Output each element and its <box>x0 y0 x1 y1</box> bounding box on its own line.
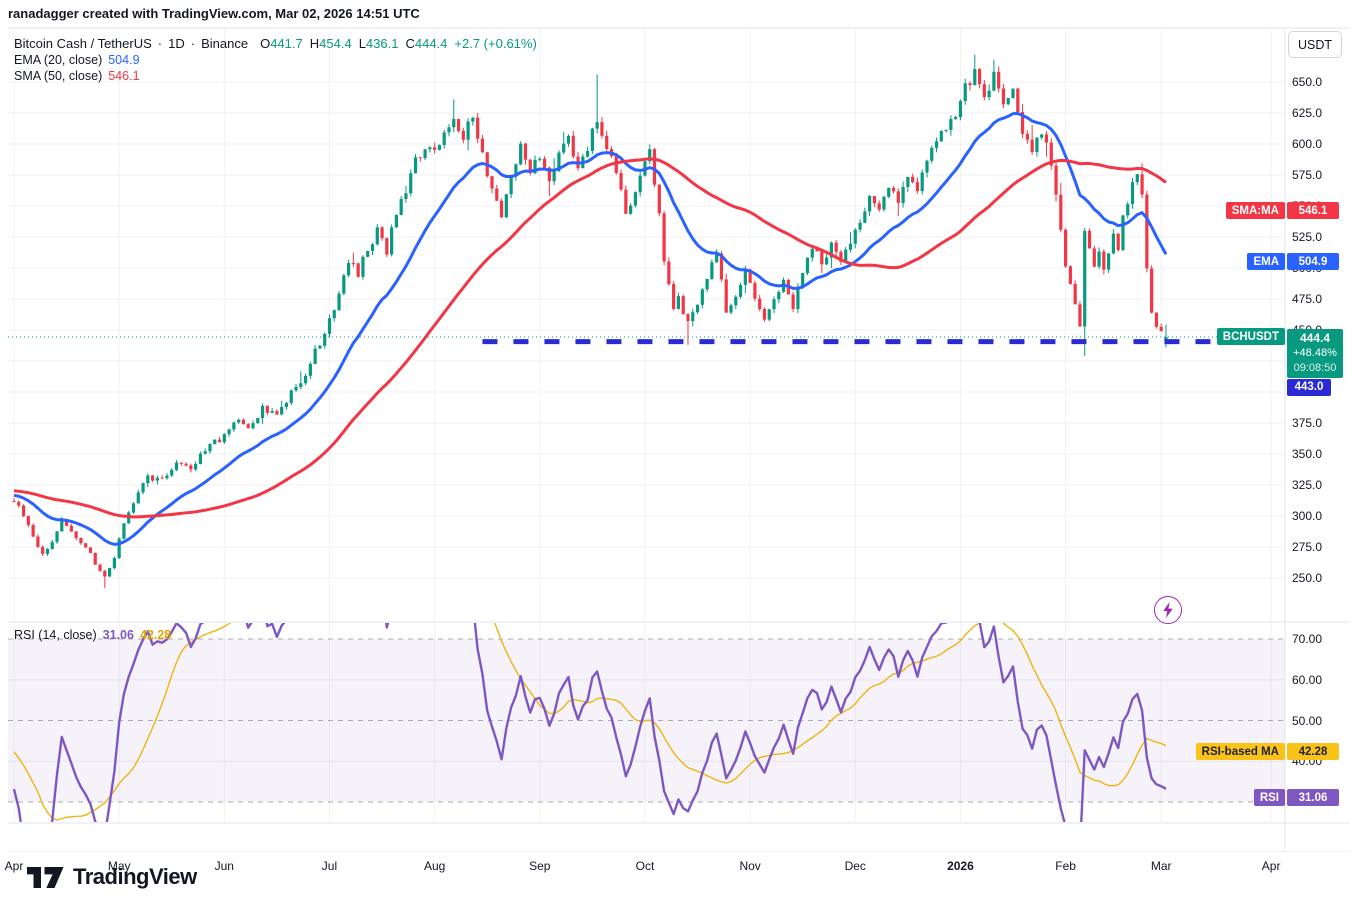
price-axis-tick: 575.0 <box>1292 168 1323 182</box>
sma-label: SMA (50, close) <box>14 69 103 83</box>
time-axis-label: May <box>107 859 131 873</box>
time-axis-label: 2026 <box>947 859 974 873</box>
price-axis-tick: 250.0 <box>1292 571 1323 585</box>
sma-axis-value-label: 546.1 <box>1287 202 1339 220</box>
price-axis-tick: 475.0 <box>1292 292 1323 306</box>
symbol-title: Bitcoin Cash / TetherUS <box>14 36 152 51</box>
currency-unit-button[interactable]: USDT <box>1288 31 1342 58</box>
time-axis-label: Dec <box>844 859 866 873</box>
ema-label: EMA (20, close) <box>14 53 103 67</box>
ema-legend: EMA (20, close) 504.9 <box>14 53 140 67</box>
ema-axis-name-label: EMA <box>1247 253 1285 271</box>
time-axis-label: Aug <box>423 859 446 873</box>
time-axis-label: Mar <box>1150 859 1172 873</box>
rsi-axis-value-label: 31.06 <box>1287 789 1339 807</box>
price-axis-tick: 625.0 <box>1292 106 1323 120</box>
interval-label: 1D <box>168 36 185 51</box>
rsi-ma-value: 42.28 <box>139 628 172 642</box>
time-axis-label: Jun <box>214 859 234 873</box>
price-axis-tick: 275.0 <box>1292 540 1323 554</box>
price-axis-tick: 350.0 <box>1292 447 1323 461</box>
price-rsi-canvas[interactable] <box>0 0 1358 852</box>
logo-text: TradingView <box>73 864 197 889</box>
ema-axis-value-label: 504.9 <box>1287 253 1339 271</box>
change-value: +2.7 (+0.61%) <box>454 36 537 51</box>
ema-value: 504.9 <box>108 53 140 67</box>
time-axis-label: Apr <box>1261 859 1281 873</box>
ohlc-values: O441.7 H454.4 L436.1 C444.4 +2.7 (+0.61%… <box>260 36 537 51</box>
watermark-text: ranadagger created with TradingView.com,… <box>8 6 420 21</box>
rsi-legend: RSI (14, close) 31.06 42.28 <box>14 628 171 642</box>
rsi-axis-tick: 60.00 <box>1292 672 1323 687</box>
rsi-value: 31.06 <box>102 628 134 642</box>
time-axis-label: Feb <box>1055 859 1076 873</box>
lightning-bolt-icon <box>1163 602 1173 618</box>
sma-legend: SMA (50, close) 546.1 <box>14 69 140 83</box>
sma-axis-name-label: SMA:MA <box>1225 202 1285 220</box>
exchange-label: Binance <box>201 36 249 51</box>
low-value: 436.1 <box>365 36 399 51</box>
time-axis-label: Sep <box>529 859 551 873</box>
time-axis-label: Nov <box>739 859 761 873</box>
time-axis-label: Oct <box>635 859 655 873</box>
lightning-alert-button[interactable] <box>1154 596 1182 624</box>
time-axis-label: Apr <box>4 859 24 873</box>
high-value: 454.4 <box>319 36 352 51</box>
price-axis-tick: 600.0 <box>1292 137 1323 151</box>
bar-countdown: 09:08:50 <box>1293 361 1337 374</box>
price-axis-tick: 300.0 <box>1292 509 1323 523</box>
chart-area[interactable]: Bitcoin Cash / TetherUS · 1D · Binance O… <box>0 27 1358 873</box>
tradingview-logo[interactable]: TradingView <box>27 864 197 890</box>
last-price: 444.4 <box>1299 330 1331 345</box>
time-axis-label: Jul <box>321 859 338 873</box>
tradingview-glyph-icon <box>27 866 64 888</box>
separator-dot: · <box>190 36 196 51</box>
symbol-legend: Bitcoin Cash / TetherUS · 1D · Binance O… <box>14 36 537 51</box>
rsi-label: RSI (14, close) <box>14 628 97 642</box>
rsi-ma-axis-name-label: RSI-based MA <box>1195 743 1285 761</box>
separator-dot: · <box>157 36 163 51</box>
symbol-axis-name-label: BCHUSDT <box>1216 328 1285 346</box>
sma-value: 546.1 <box>108 69 140 83</box>
hline-axis-value-label: 443.0 <box>1287 378 1331 396</box>
price-axis-tick: 525.0 <box>1292 230 1323 244</box>
period-change-pct: +48.48% <box>1293 346 1337 359</box>
rsi-axis-tick: 50.00 <box>1292 713 1323 728</box>
rsi-ma-axis-value-label: 42.28 <box>1287 743 1339 761</box>
close-value: 444.4 <box>414 36 448 51</box>
price-axis-tick: 650.0 <box>1292 75 1323 89</box>
last-price-axis-label: 444.4 +48.48% 09:08:50 <box>1287 328 1343 378</box>
price-axis-tick: 325.0 <box>1292 478 1323 492</box>
open-value: 441.7 <box>270 36 303 51</box>
price-axis-tick: 375.0 <box>1292 416 1323 430</box>
rsi-axis-name-label: RSI <box>1253 789 1285 807</box>
rsi-axis-tick: 70.00 <box>1292 632 1323 646</box>
